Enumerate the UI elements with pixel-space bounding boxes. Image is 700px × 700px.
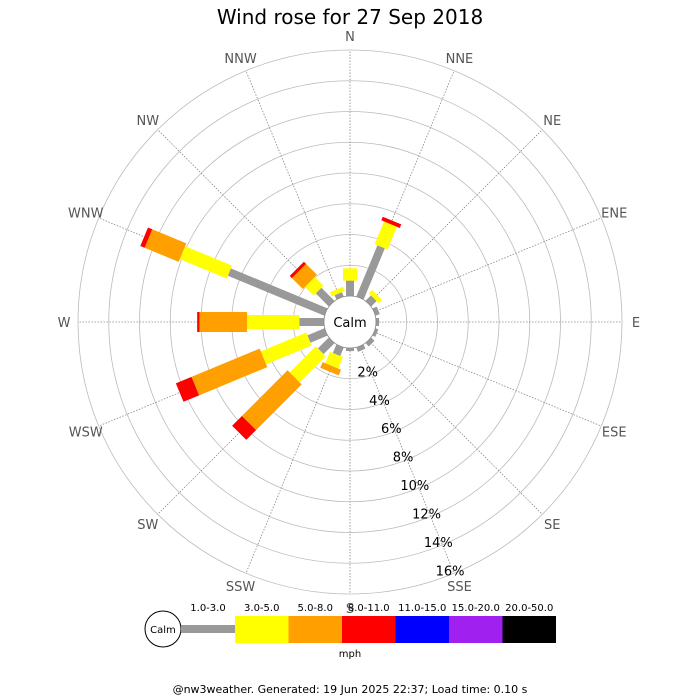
legend-label-2: 5.0-8.0 (298, 603, 333, 614)
legend-units: mph (339, 649, 361, 660)
bar-sw-bin-2 (241, 370, 302, 431)
ring-label-0: 2% (357, 365, 378, 380)
bar-sse-bin-0 (356, 344, 366, 352)
compass-label-se: SE (544, 518, 560, 533)
bar-ssw-bin-1 (325, 351, 343, 369)
grid-ring-7 (77, 49, 623, 595)
compass-label-sse: SSE (447, 580, 472, 595)
compass-label-s: S (346, 602, 354, 617)
spoke-ene (373, 217, 602, 313)
spoke-nw (157, 129, 332, 304)
ring-labels: 2% 4% 6% 8% 10% 12% 14% 16% (357, 365, 464, 579)
bar-wsw-bin-2 (191, 348, 268, 396)
compass-label-sw: SW (137, 518, 158, 533)
compass-label-wnw: WNW (68, 207, 104, 222)
legend-swatch-5 (449, 616, 503, 643)
spoke-sse (359, 345, 455, 574)
footer-text: @nw3weather. Generated: 19 Jun 2025 22:3… (172, 683, 528, 696)
bar-sw-bin-1 (289, 346, 326, 383)
compass-label-nnw: NNW (224, 52, 256, 67)
compass-label-w: W (58, 316, 71, 331)
compass-label-ne: NE (543, 114, 561, 129)
legend-swatch-4 (395, 616, 449, 643)
ring-label-1: 4% (369, 394, 390, 409)
bar-nw-bin-0 (315, 287, 335, 307)
compass-label-wsw: WSW (69, 425, 103, 440)
bar-se-bin-0 (365, 337, 375, 347)
bar-ese-bin-0 (372, 328, 379, 337)
chart-title: Wind rose for 27 Sep 2018 (216, 5, 484, 29)
bar-wsw-bin-3 (175, 376, 200, 402)
ring-label-5: 12% (412, 507, 441, 522)
legend-label-4: 11.0-15.0 (398, 603, 446, 614)
compass-label-nw: NW (136, 114, 159, 129)
ring-label-3: 8% (393, 451, 414, 466)
bar-sw-bin-3 (232, 415, 257, 440)
legend-label-3: 8.0-11.0 (348, 603, 390, 614)
bar-ssw-bin-0 (332, 344, 344, 357)
compass-label-ssw: SSW (226, 580, 256, 595)
legend-calm-label: Calm (150, 625, 176, 636)
compass-labels: N NNE NE ENE E ESE SE SSE S SSW SW WSW W WNW NW NNW (58, 30, 641, 617)
legend-label-1: 3.0-5.0 (244, 603, 279, 614)
compass-label-ese: ESE (602, 425, 627, 440)
compass-label-n: N (345, 30, 355, 45)
bar-ne-bin-1 (368, 289, 383, 304)
speed-legend: Calm mph 1.0-3.0 3.0-5.0 5.0-8.0 8.0-11.0 11… (144, 603, 556, 660)
bar-wnw-bin-3 (140, 227, 153, 248)
bar-nne-bin-0 (356, 245, 385, 300)
compass-label-nne: NNE (446, 52, 474, 67)
calm-circle-group: Calm (323, 295, 377, 349)
wind-bars (140, 216, 402, 440)
spoke-ne (368, 129, 543, 304)
bar-nw-bin-3 (289, 261, 307, 279)
calm-circle (323, 295, 377, 349)
compass-label-e: E (632, 316, 640, 331)
bar-sw-bin-0 (317, 337, 335, 355)
legend-label-5: 15.0-20.0 (452, 603, 500, 614)
legend-swatch-6 (502, 616, 556, 643)
bar-nw-bin-1 (304, 276, 324, 296)
ring-label-7: 16% (436, 564, 465, 579)
bar-wsw-bin-0 (307, 328, 328, 343)
bar-ssw-bin-2 (320, 362, 342, 376)
legend-swatch-1 (235, 616, 289, 643)
bar-wnw-bin-1 (179, 246, 233, 279)
bar-nne-bin-3 (381, 216, 402, 228)
bar-wnw-bin-2 (144, 229, 187, 262)
bar-nw-bin-2 (291, 263, 317, 289)
spoke-nne (359, 70, 455, 299)
calm-label: Calm (333, 316, 366, 331)
ring-label-4: 10% (400, 479, 429, 494)
bar-nnw-bin-1 (330, 286, 345, 297)
ring-label-2: 6% (381, 422, 402, 437)
bar-nnw-bin-0 (334, 292, 344, 300)
ring-label-6: 14% (424, 536, 453, 551)
bar-nne-bin-1 (374, 221, 398, 250)
bar-wsw-bin-1 (260, 332, 312, 365)
bar-ene-bin-0 (372, 306, 380, 316)
legend-swatch-3 (342, 616, 396, 643)
legend-label-6: 20.0-50.0 (505, 603, 553, 614)
spoke-nnw (245, 70, 341, 299)
legend-swatch-0 (181, 625, 235, 633)
spoke-se (368, 340, 543, 515)
legend-label-0: 1.0-3.0 (190, 603, 225, 614)
bar-ne-bin-0 (365, 295, 377, 307)
spoke-ese (373, 331, 602, 427)
grid-ring-6 (108, 80, 592, 564)
compass-label-ene: ENE (601, 207, 627, 222)
bar-wnw-bin-0 (227, 268, 328, 316)
spoke-ssw (245, 345, 341, 574)
legend-swatch-2 (288, 616, 342, 643)
